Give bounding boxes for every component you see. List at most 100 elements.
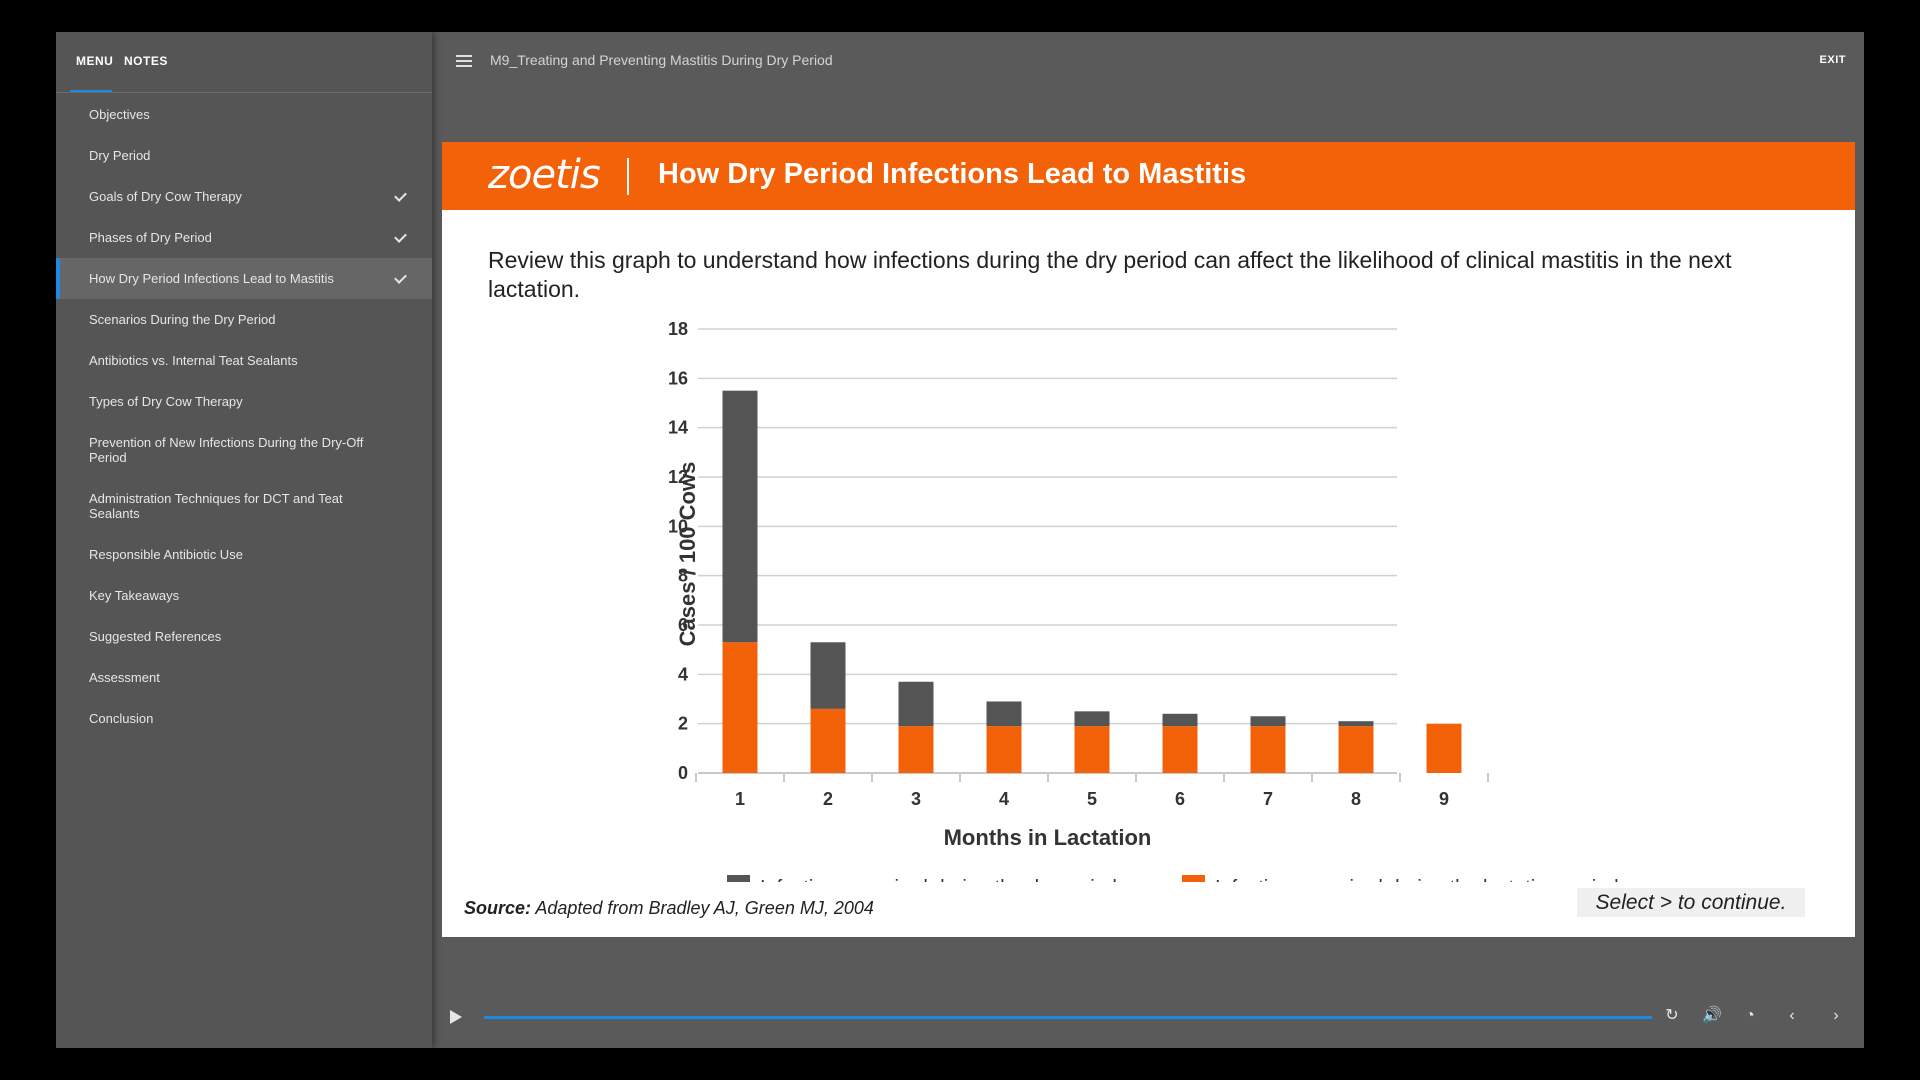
tab-notes[interactable]: NOTES <box>124 54 168 68</box>
check-icon <box>394 188 407 202</box>
menu-item-label: Antibiotics vs. Internal Teat Sealants <box>89 353 298 368</box>
bar-lactation-period <box>810 708 846 773</box>
source-citation: Source: Adapted from Bradley AJ, Green M… <box>464 898 874 919</box>
y-tick-label: 12 <box>668 467 688 487</box>
hamburger-menu-icon[interactable] <box>456 55 472 67</box>
course-player: MENU NOTES Objectives Dry Period Goals o… <box>56 32 1864 1048</box>
x-tick-label: 8 <box>1351 789 1361 809</box>
bar-dry-period <box>986 701 1022 727</box>
y-tick-label: 8 <box>678 566 688 586</box>
legend-label-lactation-period: Infections acquired during the lactation… <box>1215 877 1619 882</box>
menu-item-responsible-antibiotic-use[interactable]: Responsible Antibiotic Use <box>56 534 432 575</box>
menu-item-label: Objectives <box>89 107 150 122</box>
y-tick-label: 6 <box>678 615 688 635</box>
y-tick-label: 4 <box>678 664 688 684</box>
continue-prompt: Select > to continue. <box>1577 888 1805 917</box>
menu-item-dry-period[interactable]: Dry Period <box>56 135 432 176</box>
menu-item-types-of-dry-cow-therapy[interactable]: Types of Dry Cow Therapy <box>56 381 432 422</box>
x-tick-label: 5 <box>1087 789 1097 809</box>
progress-bar[interactable] <box>484 1016 1652 1019</box>
menu-item-label: Responsible Antibiotic Use <box>89 547 243 562</box>
x-axis-title: Months in Lactation <box>944 825 1152 850</box>
tab-menu[interactable]: MENU <box>76 54 114 68</box>
y-tick-label: 0 <box>678 763 688 783</box>
x-tick-label: 6 <box>1175 789 1185 809</box>
bar-lactation-period <box>1074 726 1110 773</box>
bar-dry-period <box>1250 716 1286 727</box>
y-tick-label: 10 <box>668 516 688 536</box>
sidebar-tabs: MENU NOTES <box>56 32 432 93</box>
menu-item-goals-of-dry-cow-therapy[interactable]: Goals of Dry Cow Therapy <box>56 176 432 217</box>
play-icon[interactable] <box>450 1010 462 1024</box>
menu-item-conclusion[interactable]: Conclusion <box>56 698 432 739</box>
menu-item-key-takeaways[interactable]: Key Takeaways <box>56 575 432 616</box>
menu-item-label: Goals of Dry Cow Therapy <box>89 189 242 204</box>
menu-item-label: Assessment <box>89 670 160 685</box>
bar-dry-period <box>898 681 934 727</box>
check-icon <box>394 229 407 243</box>
menu-item-label: Key Takeaways <box>89 588 180 603</box>
exit-button[interactable]: EXIT <box>1819 54 1846 66</box>
bar-lactation-period <box>1162 726 1198 773</box>
slide-title: How Dry Period Infections Lead to Mastit… <box>658 158 1247 190</box>
menu-item-scenarios[interactable]: Scenarios During the Dry Period <box>56 299 432 340</box>
bar-lactation-period <box>1426 723 1462 773</box>
menu-item-label: Administration Techniques for DCT and Te… <box>89 491 343 521</box>
playback-speed-icon[interactable]: ◔ <box>1745 1007 1755 1024</box>
menu-item-label: How Dry Period Infections Lead to Mastit… <box>89 271 334 286</box>
menu-item-label: Types of Dry Cow Therapy <box>89 394 243 409</box>
menu-list: Objectives Dry Period Goals of Dry Cow T… <box>56 94 432 739</box>
menu-item-how-dry-period-infections[interactable]: How Dry Period Infections Lead to Mastit… <box>56 258 432 299</box>
volume-icon[interactable]: 🔊 <box>1702 1007 1722 1024</box>
bar-dry-period <box>1074 711 1110 727</box>
menu-item-suggested-references[interactable]: Suggested References <box>56 616 432 657</box>
menu-item-objectives[interactable]: Objectives <box>56 94 432 135</box>
x-tick-label: 3 <box>911 789 921 809</box>
x-tick-label: 9 <box>1439 789 1449 809</box>
x-tick-label: 2 <box>823 789 833 809</box>
y-tick-label: 18 <box>668 319 688 339</box>
bar-dry-period <box>810 642 846 709</box>
source-label: Source: <box>464 898 532 918</box>
bar-lactation-period <box>986 726 1022 773</box>
menu-item-assessment[interactable]: Assessment <box>56 657 432 698</box>
y-tick-label: 16 <box>668 368 688 388</box>
y-tick-label: 14 <box>668 418 688 438</box>
menu-item-label: Scenarios During the Dry Period <box>89 312 276 327</box>
menu-item-antibiotics-vs-sealants[interactable]: Antibiotics vs. Internal Teat Sealants <box>56 340 432 381</box>
bar-dry-period <box>1162 713 1198 727</box>
bar-dry-period <box>722 390 758 643</box>
x-tick-label: 4 <box>999 789 1009 809</box>
slide: zoetis How Dry Period Infections Lead to… <box>442 142 1855 937</box>
menu-item-label: Conclusion <box>89 711 154 726</box>
check-icon <box>394 270 407 284</box>
menu-item-label: Suggested References <box>89 629 222 644</box>
slide-banner: zoetis How Dry Period Infections Lead to… <box>442 142 1855 210</box>
intro-text: Review this graph to understand how infe… <box>488 247 1732 302</box>
next-icon[interactable]: › <box>1833 1007 1839 1024</box>
bar-dry-period <box>1338 721 1374 727</box>
menu-item-label: Prevention of New Infections During the … <box>89 435 364 465</box>
replay-icon[interactable]: ↻ <box>1665 1007 1679 1024</box>
x-tick-label: 1 <box>735 789 745 809</box>
sidebar: MENU NOTES Objectives Dry Period Goals o… <box>56 32 432 1048</box>
zoetis-logo: zoetis <box>488 152 601 198</box>
menu-item-phases-of-dry-period[interactable]: Phases of Dry Period <box>56 217 432 258</box>
bar-lactation-period <box>722 642 758 773</box>
bar-lactation-period <box>1338 726 1374 773</box>
menu-item-label: Phases of Dry Period <box>89 230 212 245</box>
legend-swatch-lactation-period <box>1182 875 1205 882</box>
menu-item-label: Dry Period <box>89 148 151 163</box>
bar-lactation-period <box>898 726 934 773</box>
legend-swatch-dry-period <box>727 875 750 882</box>
banner-divider <box>627 158 629 195</box>
x-tick-label: 7 <box>1263 789 1273 809</box>
menu-item-prevention-of-new-infections[interactable]: Prevention of New Infections During the … <box>56 422 432 478</box>
previous-icon[interactable]: ‹ <box>1789 1007 1795 1024</box>
source-text: Adapted from Bradley AJ, Green MJ, 2004 <box>535 898 874 918</box>
menu-item-administration-techniques[interactable]: Administration Techniques for DCT and Te… <box>56 478 432 534</box>
legend-label-dry-period: Infections acquired during the dry perio… <box>760 877 1117 882</box>
bar-lactation-period <box>1250 726 1286 773</box>
active-tab-indicator <box>70 90 112 92</box>
